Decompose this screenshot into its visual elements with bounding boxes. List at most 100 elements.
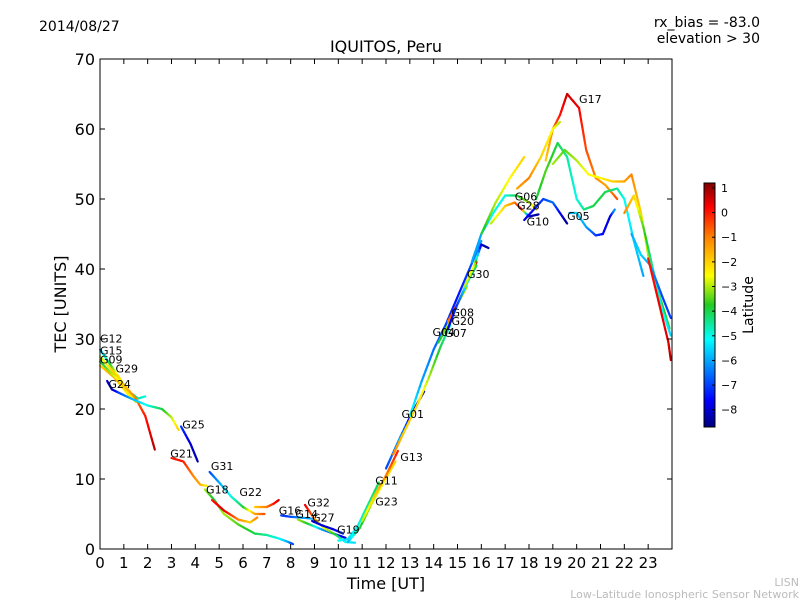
tec-point [647, 257, 653, 274]
satellite-label-g27: G27 [312, 512, 335, 525]
tec-point [647, 246, 651, 257]
tec-point [486, 246, 490, 250]
colorbar-tick-label: −3 [721, 281, 737, 294]
satellite-label-g08: G08 [452, 307, 475, 320]
series-g25 [179, 425, 199, 463]
tec-point [577, 106, 582, 117]
satellite-label-g32: G32 [307, 496, 330, 509]
series-g28 [489, 201, 540, 225]
tec-point [645, 239, 650, 250]
tec-point [663, 327, 670, 344]
y-tick-label: 70 [75, 50, 95, 69]
tec-point [572, 183, 577, 194]
series-g21 [170, 456, 209, 488]
footer-network-name: Low-Latitude Ionospheric Sensor Network [570, 588, 799, 600]
axis-ticks: 0 1 2 3 4 5 6 7 8 9 10 11 12 13 14 15 16 17 18 19 20 21 22 2301… [75, 50, 672, 572]
tec-point [643, 232, 648, 243]
tec-point [666, 320, 671, 330]
tec-point [478, 239, 483, 247]
tec-point [656, 288, 661, 299]
tec-point [664, 314, 669, 324]
series-s3 [535, 141, 645, 278]
satellite-label-g07: G07 [444, 327, 467, 340]
colorbar-tick-label: −4 [721, 305, 737, 318]
tec-point [520, 155, 526, 162]
x-tick-label: 8 [286, 554, 296, 572]
satellite-label-g17: G17 [579, 93, 602, 106]
data-marks [98, 92, 672, 546]
colorbar-tick-label: −1 [721, 231, 737, 244]
tec-point [614, 195, 619, 201]
colorbar-ticks: 1 0 −1 −2 −3 −4 −5 −6 −7 −8 [712, 182, 737, 417]
x-tick-label: 13 [400, 554, 419, 572]
tec-point [195, 457, 199, 463]
satellite-label-g21: G21 [170, 447, 193, 460]
x-tick-label: 19 [543, 554, 562, 572]
x-tick-label: 22 [615, 554, 634, 572]
y-tick-label: 30 [75, 330, 95, 349]
footer-network-short: LISN [774, 576, 799, 589]
series-s2 [515, 120, 562, 190]
satellite-label-g18: G18 [206, 484, 229, 497]
tec-point [583, 141, 588, 152]
tec-point [657, 299, 663, 316]
tec-point [612, 208, 616, 212]
tec-point [566, 155, 570, 166]
x-tick-label: 7 [262, 554, 272, 572]
x-tick-label: 3 [167, 554, 177, 572]
x-tick-label: 18 [519, 554, 538, 572]
y-tick-label: 60 [75, 120, 95, 139]
colorbar-tick-label: 0 [721, 207, 728, 220]
tec-point [375, 481, 380, 488]
tec-point [473, 264, 478, 270]
series-g31 [208, 470, 266, 516]
tec-point [569, 169, 574, 180]
tec-point [668, 330, 672, 337]
tec-point [640, 269, 645, 278]
x-tick-label: 0 [95, 554, 105, 572]
y-tick-label: 40 [75, 260, 95, 279]
series-g09 [98, 364, 130, 397]
tec-point [276, 498, 280, 502]
x-tick-label: 6 [238, 554, 248, 572]
satellite-label-g04: G04 [432, 326, 455, 339]
tec-point [176, 426, 180, 432]
x-tick-label: 4 [191, 554, 201, 572]
tec-point [645, 246, 650, 257]
tec-point [392, 460, 397, 467]
satellite-label-g13: G13 [400, 451, 423, 464]
colorbar-tick-label: 1 [721, 182, 728, 195]
tec-point [650, 260, 655, 271]
y-tick-label: 0 [85, 540, 95, 559]
colorbar-tick-label: −5 [721, 330, 737, 343]
rx-bias-label: rx_bias = -83.0 [654, 15, 760, 31]
tec-point [648, 253, 653, 264]
y-tick-label: 20 [75, 400, 95, 419]
tec-point [581, 127, 585, 138]
series-s5 [623, 194, 672, 337]
satellite-label-g22: G22 [239, 486, 262, 499]
x-tick-label: 17 [496, 554, 515, 572]
series-g30 [463, 243, 490, 288]
series-s7 [647, 257, 672, 362]
tec-point [342, 535, 347, 539]
tec-point [660, 313, 667, 330]
tec-point [668, 313, 672, 320]
series-s6 [630, 232, 672, 320]
colorbar-tick-label: −7 [721, 379, 737, 392]
x-tick-label: 21 [591, 554, 610, 572]
tec-point [653, 285, 660, 302]
satellite-label-g30: G30 [467, 268, 490, 281]
tec-point [582, 134, 587, 145]
tec-point [660, 301, 665, 311]
x-tick-label: 12 [376, 554, 395, 572]
satellite-label-g19: G19 [337, 524, 360, 537]
satellite-label-g20: G20 [452, 315, 475, 328]
series-g27 [311, 519, 345, 535]
tec-point [626, 211, 631, 222]
x-tick-label: 2 [143, 554, 153, 572]
satellite-label-g12: G12 [100, 333, 123, 346]
satellite-label-g05: G05 [567, 210, 590, 223]
